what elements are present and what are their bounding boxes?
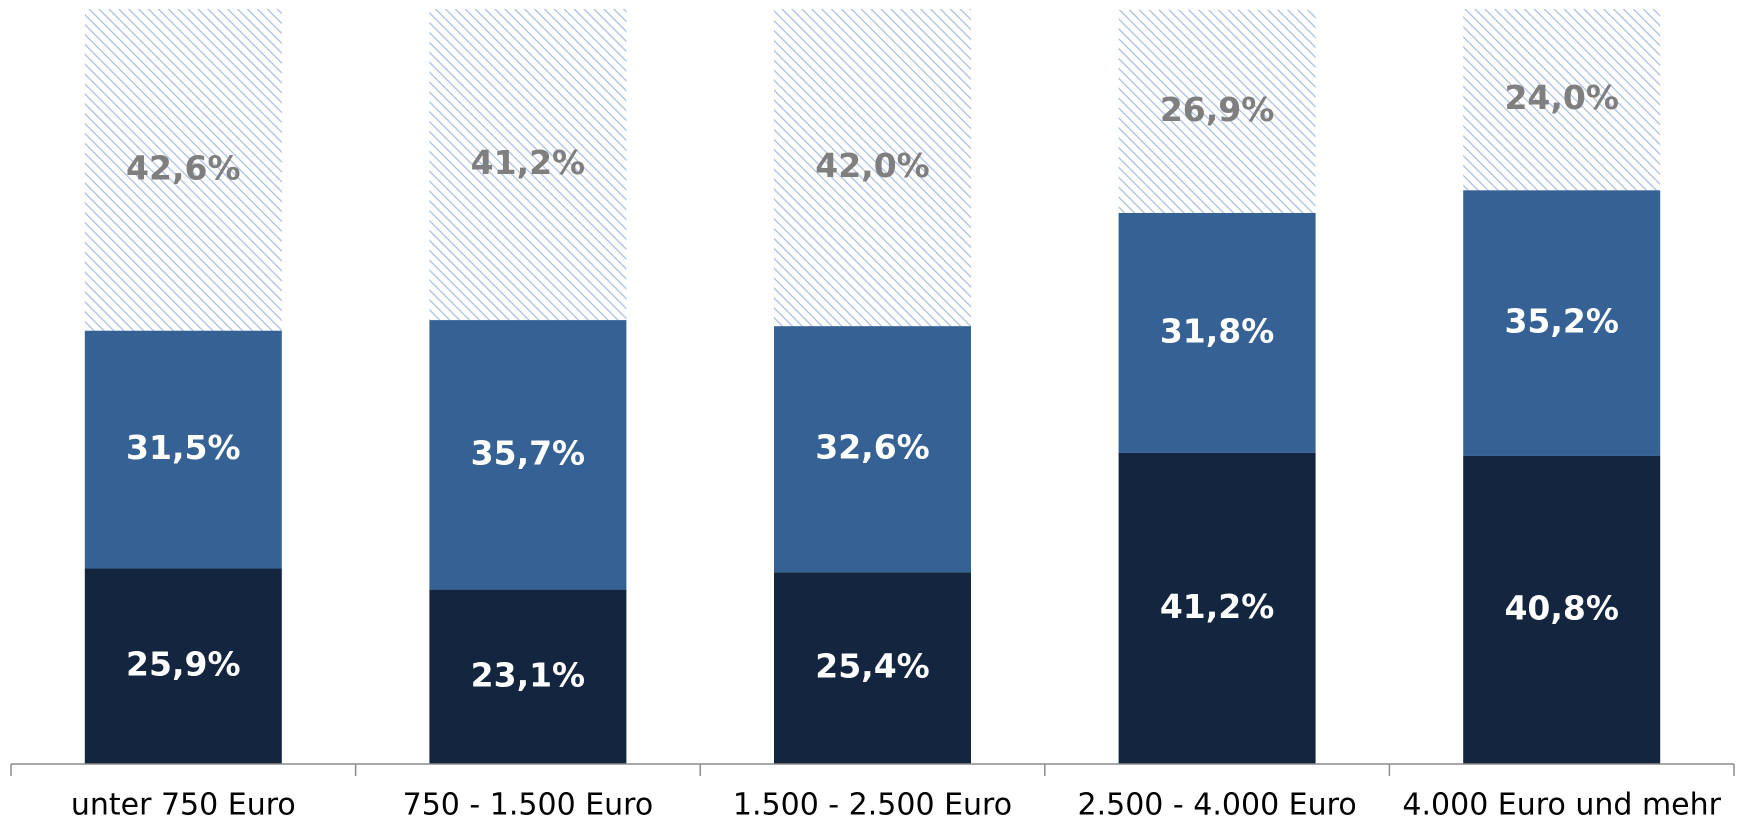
bar-segment [1463, 455, 1661, 764]
bar-segment [84, 330, 282, 569]
bar-segment [1118, 452, 1316, 764]
bar-segment [774, 572, 971, 764]
data-label: 35,7% [471, 433, 586, 472]
bar-segment [429, 9, 627, 321]
x-tick-label: 4.000 Euro und mehr [1402, 788, 1721, 823]
x-tick-label: unter 750 Euro [71, 788, 296, 823]
data-label: 23,1% [471, 655, 586, 694]
x-tick-label: 2.500 - 4.000 Euro [1077, 788, 1356, 823]
data-label: 31,5% [126, 428, 241, 467]
bar-segment [1463, 9, 1661, 191]
bar-segment [1118, 212, 1316, 453]
data-label: 40,8% [1504, 588, 1619, 627]
data-label: 42,6% [126, 148, 241, 187]
data-label: 25,9% [126, 645, 241, 684]
data-label: 42,0% [815, 146, 930, 185]
bar-segment [84, 9, 282, 331]
data-label: 35,2% [1504, 302, 1619, 341]
data-label: 25,4% [815, 647, 930, 686]
data-label: 24,0% [1504, 78, 1619, 117]
bar-segment [774, 326, 971, 573]
data-label: 32,6% [815, 428, 930, 467]
bar-segment [1463, 190, 1661, 456]
bar-segment [1118, 9, 1316, 213]
data-label: 26,9% [1160, 90, 1275, 129]
x-tick-label: 750 - 1.500 Euro [403, 788, 654, 823]
data-label: 41,2% [471, 143, 586, 182]
bar-segment [429, 589, 627, 764]
bar-segment [429, 320, 627, 590]
data-label: 31,8% [1160, 311, 1275, 350]
data-label: 41,2% [1160, 587, 1275, 626]
bar-segment [84, 568, 282, 764]
x-tick-label: 1.500 - 2.500 Euro [733, 788, 1012, 823]
bar-segment [774, 9, 971, 327]
